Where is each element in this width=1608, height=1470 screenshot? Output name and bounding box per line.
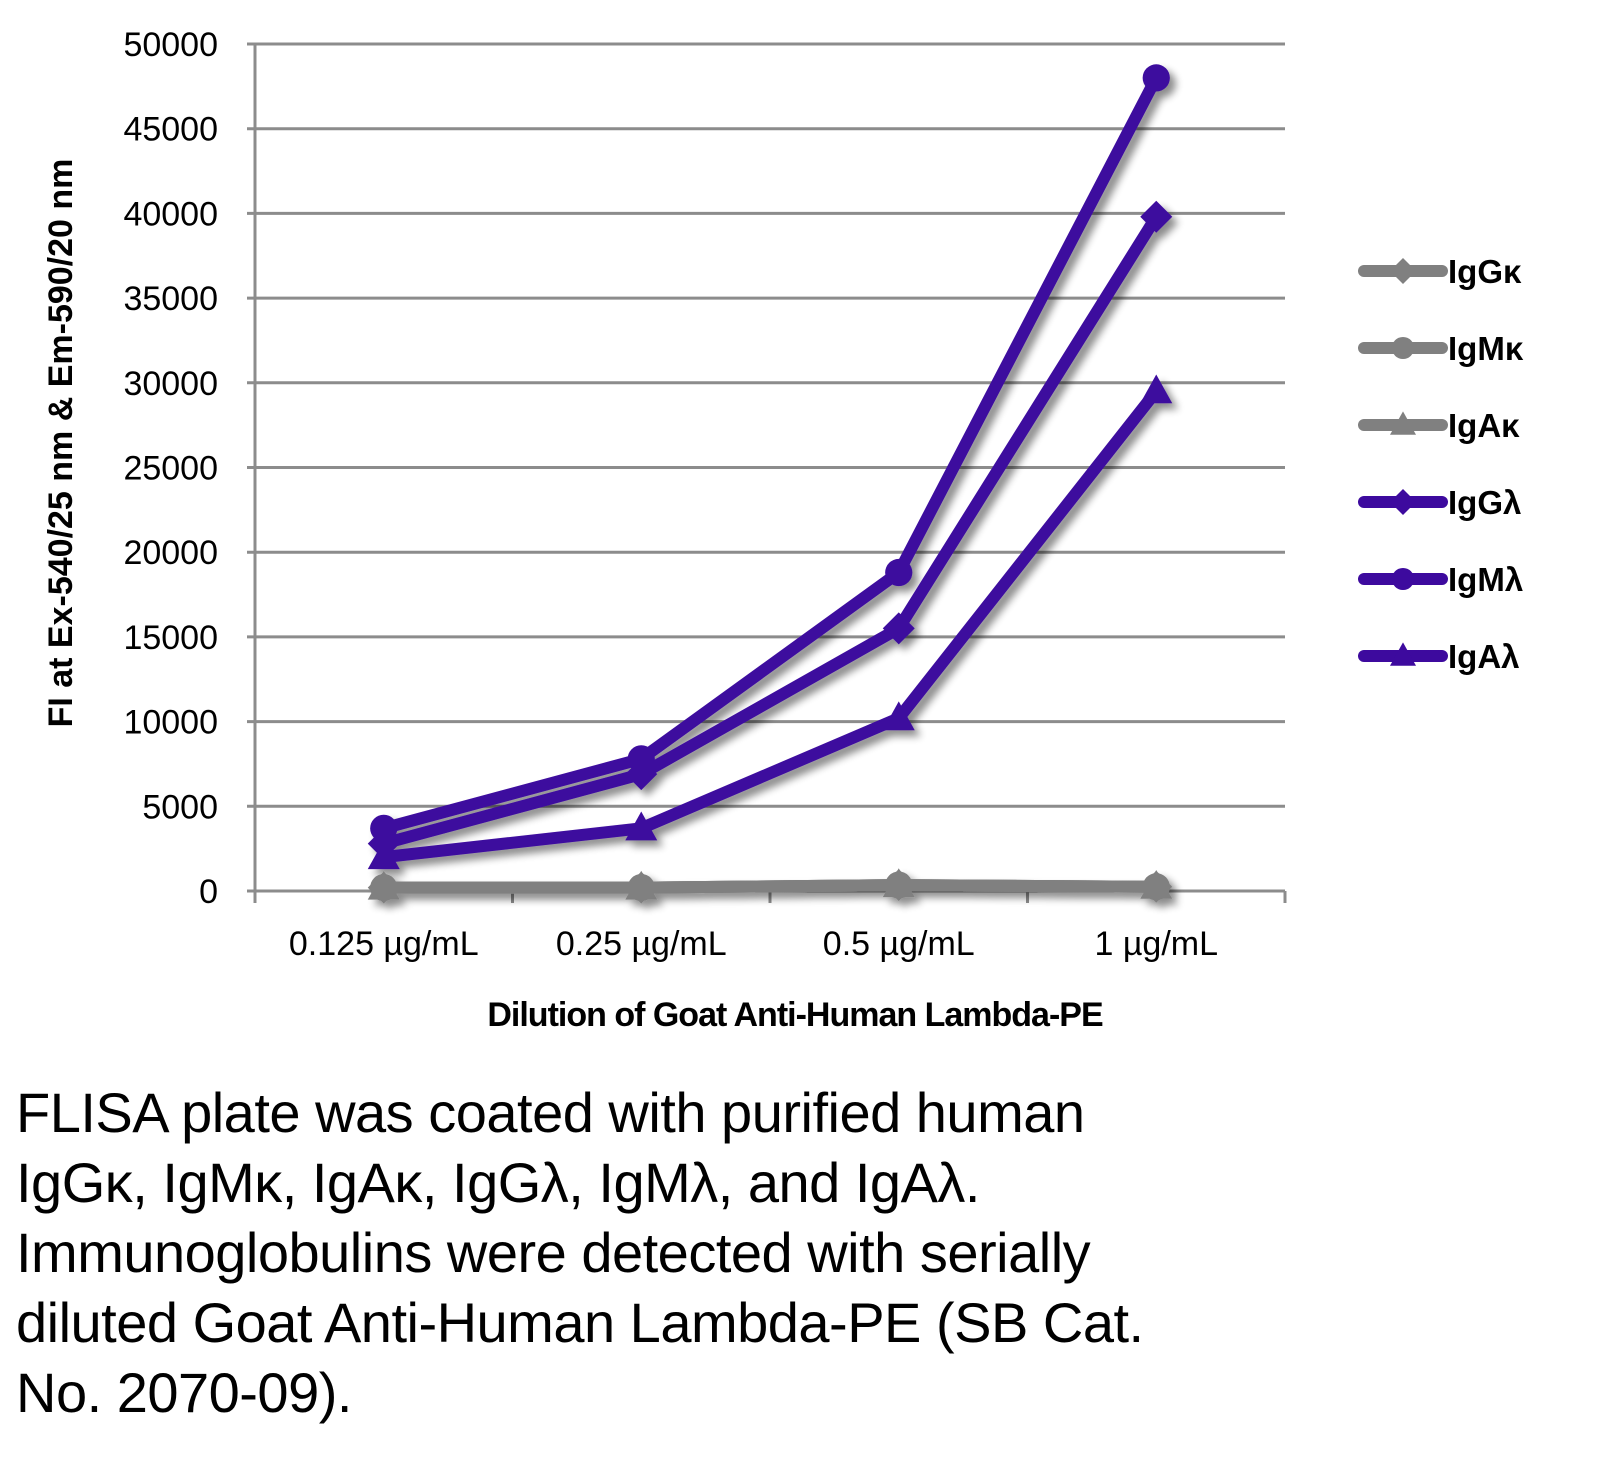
legend-marker-diamond-icon [1390,258,1416,284]
series-IgAκ [367,868,1173,900]
gridlines [247,42,1285,893]
y-tick-label: 25000 [123,450,218,488]
legend-marker-diamond-icon [1390,489,1416,515]
y-tick-label: 50000 [123,26,218,64]
figure-caption: FLISA plate was coated with purified hum… [16,1078,1596,1428]
y-axis-label: FI at Ex-540/25 nm & Em-590/20 nm [42,159,80,728]
data-point [882,701,915,731]
legend-label: IgAλ [1448,638,1520,675]
data-point [625,870,658,900]
caption-line: Immunoglobulins were detected with seria… [16,1221,1091,1284]
legend-item: IgMκ [1358,330,1524,367]
x-tick-label: 1 µg/mL [1094,925,1218,963]
series-IgAλ [367,374,1173,870]
data-point [882,868,915,898]
legend-item: IgGκ [1358,253,1522,290]
data-point [1142,64,1170,92]
legend-label: IgGλ [1448,484,1521,521]
y-tick-label: 15000 [123,619,218,657]
y-tick-label: 5000 [142,788,218,826]
series-line [377,385,1163,864]
y-tick-label: 30000 [123,365,218,403]
series-IgMλ [370,64,1170,842]
y-tick-labels: 0 5000 10000 15000 20000 25000 30000 35000 40000… [123,26,218,911]
caption-line: FLISA plate was coated with purified hum… [16,1081,1085,1144]
data-point [625,811,658,841]
x-tick-label: 0.5 µg/mL [823,925,975,963]
legend-marker-circle-icon [1391,567,1415,591]
caption-line: diluted Goat Anti-Human Lambda-PE (SB Ca… [16,1291,1144,1354]
legend: IgGκ IgMκ IgAκ IgGλ IgMλ IgAλ [1358,253,1524,675]
x-tick-label: 0.125 µg/mL [289,925,479,963]
legend-item: IgAλ [1358,638,1520,675]
y-tick-label: 35000 [123,280,218,318]
data-point [1140,374,1173,404]
legend-item: IgGλ [1358,484,1521,521]
y-tick-label: 0 [199,873,218,911]
series-line [377,879,1163,894]
data-point [1140,869,1173,899]
x-axis-label: Dilution of Goat Anti-Human Lambda-PE [487,996,1103,1034]
data-point [882,612,915,645]
x-tick-labels: 0.125 µg/mL 0.25 µg/mL 0.5 µg/mL 1 µg/mL [289,925,1218,963]
x-axis [253,44,1287,903]
caption-line: IgGκ, IgMκ, IgAκ, IgGλ, IgMλ, and IgAλ. [16,1151,980,1214]
x-tick-label: 0.25 µg/mL [556,925,727,963]
legend-item: IgAκ [1358,407,1520,444]
series-group [367,64,1173,904]
data-point [885,558,913,587]
y-tick-label: 40000 [123,195,218,233]
legend-label: IgGκ [1448,253,1522,290]
data-point [370,814,398,842]
series-line [377,71,1163,835]
legend-marker-triangle-icon [1390,411,1416,435]
legend-marker-circle-icon [1391,336,1415,360]
data-point [367,840,400,870]
series-line [377,210,1163,850]
legend-item: IgMλ [1358,561,1523,598]
legend-label: IgAκ [1448,407,1520,444]
caption-line: No. 2070-09). [16,1361,352,1424]
data-point [1140,200,1173,233]
data-point [367,870,400,900]
y-tick-label: 10000 [123,704,218,742]
y-tick-label: 20000 [123,534,218,572]
y-tick-label: 45000 [123,111,218,149]
data-point [627,745,655,773]
line-chart: 0 5000 10000 15000 20000 25000 30000 35000 40000… [42,26,1524,1034]
legend-label: IgMλ [1448,561,1523,598]
legend-marker-triangle-icon [1390,642,1416,666]
legend-label: IgMκ [1448,330,1524,367]
